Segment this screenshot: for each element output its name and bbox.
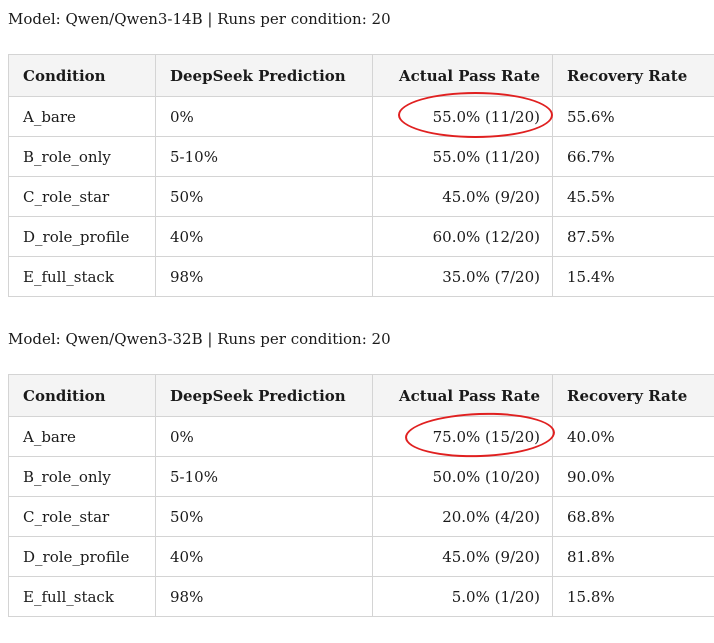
cell-pass-rate: 75.0% (15/20) xyxy=(372,416,553,457)
cell-condition: A_bare xyxy=(8,416,156,457)
cell-recovery-rate: 40.0% xyxy=(552,416,714,457)
table-row: E_full_stack 98% 35.0% (7/20) 15.4% xyxy=(8,256,714,297)
table-caption-qwen3-14b: Model: Qwen/Qwen3-14B | Runs per conditi… xyxy=(8,10,391,28)
cell-condition: C_role_star xyxy=(8,176,156,217)
cell-recovery-rate: 15.4% xyxy=(552,256,714,297)
table-row: C_role_star 50% 45.0% (9/20) 45.5% xyxy=(8,176,714,217)
header-deepseek-prediction: DeepSeek Prediction xyxy=(155,54,373,97)
header-recovery-rate: Recovery Rate xyxy=(552,54,714,97)
header-condition: Condition xyxy=(8,374,156,417)
cell-recovery-rate: 55.6% xyxy=(552,96,714,137)
table-row: A_bare 0% 75.0% (15/20) 40.0% xyxy=(8,416,714,457)
header-recovery-rate: Recovery Rate xyxy=(552,374,714,417)
header-actual-pass-rate: Actual Pass Rate xyxy=(372,374,553,417)
cell-prediction: 50% xyxy=(155,176,373,217)
cell-pass-rate: 35.0% (7/20) xyxy=(372,256,553,297)
cell-prediction: 98% xyxy=(155,576,373,617)
cell-condition: B_role_only xyxy=(8,136,156,177)
results-table-qwen3-32b: Condition DeepSeek Prediction Actual Pas… xyxy=(8,374,714,617)
cell-pass-rate: 5.0% (1/20) xyxy=(372,576,553,617)
cell-condition: D_role_profile xyxy=(8,216,156,257)
cell-recovery-rate: 45.5% xyxy=(552,176,714,217)
cell-pass-rate: 45.0% (9/20) xyxy=(372,176,553,217)
table-row: D_role_profile 40% 45.0% (9/20) 81.8% xyxy=(8,536,714,577)
cell-recovery-rate: 66.7% xyxy=(552,136,714,177)
cell-pass-rate: 60.0% (12/20) xyxy=(372,216,553,257)
cell-condition: B_role_only xyxy=(8,456,156,497)
cell-pass-rate: 45.0% (9/20) xyxy=(372,536,553,577)
cell-prediction: 0% xyxy=(155,416,373,457)
table-row: C_role_star 50% 20.0% (4/20) 68.8% xyxy=(8,496,714,537)
table-header-row: Condition DeepSeek Prediction Actual Pas… xyxy=(8,54,714,97)
results-table-qwen3-14b: Condition DeepSeek Prediction Actual Pas… xyxy=(8,54,714,297)
cell-recovery-rate: 15.8% xyxy=(552,576,714,617)
cell-recovery-rate: 68.8% xyxy=(552,496,714,537)
cell-condition: E_full_stack xyxy=(8,576,156,617)
cell-recovery-rate: 87.5% xyxy=(552,216,714,257)
table-row: E_full_stack 98% 5.0% (1/20) 15.8% xyxy=(8,576,714,617)
cell-pass-rate: 50.0% (10/20) xyxy=(372,456,553,497)
cell-condition: D_role_profile xyxy=(8,536,156,577)
header-actual-pass-rate: Actual Pass Rate xyxy=(372,54,553,97)
table-row: B_role_only 5-10% 50.0% (10/20) 90.0% xyxy=(8,456,714,497)
cell-condition: A_bare xyxy=(8,96,156,137)
cell-pass-rate: 20.0% (4/20) xyxy=(372,496,553,537)
cell-pass-rate: 55.0% (11/20) xyxy=(372,96,553,137)
table-row: A_bare 0% 55.0% (11/20) 55.6% xyxy=(8,96,714,137)
cell-condition: E_full_stack xyxy=(8,256,156,297)
table-caption-qwen3-32b: Model: Qwen/Qwen3-32B | Runs per conditi… xyxy=(8,330,391,348)
header-condition: Condition xyxy=(8,54,156,97)
cell-pass-rate: 55.0% (11/20) xyxy=(372,136,553,177)
cell-prediction: 50% xyxy=(155,496,373,537)
table-row: D_role_profile 40% 60.0% (12/20) 87.5% xyxy=(8,216,714,257)
cell-prediction: 98% xyxy=(155,256,373,297)
cell-prediction: 5-10% xyxy=(155,136,373,177)
cell-recovery-rate: 81.8% xyxy=(552,536,714,577)
header-deepseek-prediction: DeepSeek Prediction xyxy=(155,374,373,417)
table-row: B_role_only 5-10% 55.0% (11/20) 66.7% xyxy=(8,136,714,177)
cell-condition: C_role_star xyxy=(8,496,156,537)
cell-prediction: 5-10% xyxy=(155,456,373,497)
table-header-row: Condition DeepSeek Prediction Actual Pas… xyxy=(8,374,714,417)
cell-prediction: 40% xyxy=(155,216,373,257)
cell-prediction: 40% xyxy=(155,536,373,577)
cell-prediction: 0% xyxy=(155,96,373,137)
cell-recovery-rate: 90.0% xyxy=(552,456,714,497)
